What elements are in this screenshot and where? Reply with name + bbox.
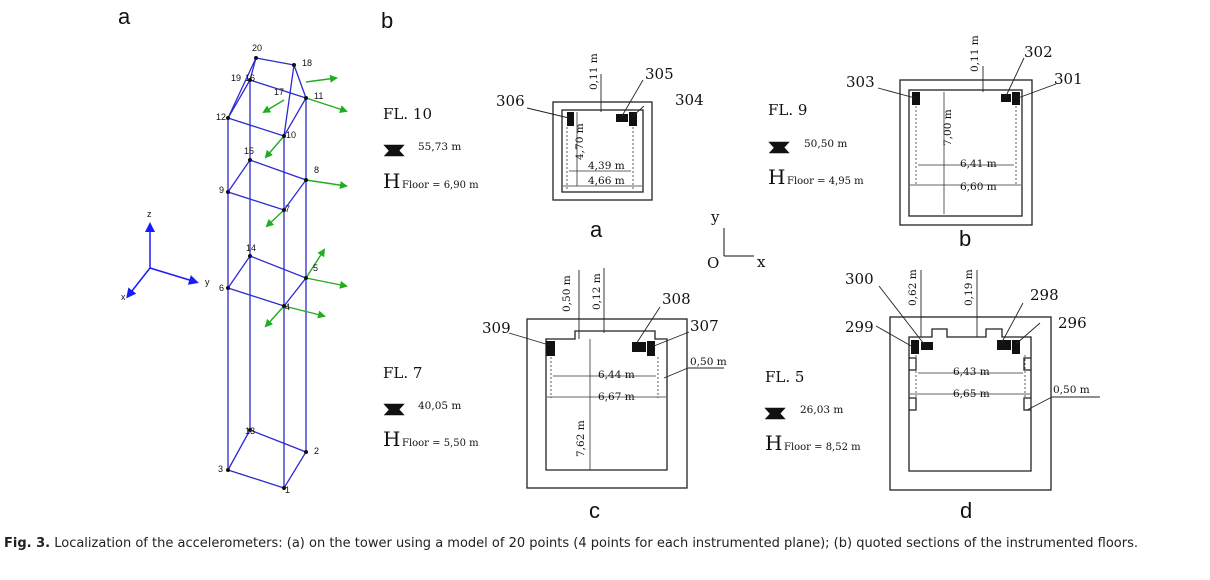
svg-text:6,65 m: 6,65 m xyxy=(953,388,990,400)
svg-text:FL. 7: FL. 7 xyxy=(383,364,422,382)
svg-text:6,43 m: 6,43 m xyxy=(953,366,990,378)
section-letter-d: d xyxy=(960,498,972,523)
svg-text:y: y xyxy=(710,208,720,226)
svg-text:0,19 m: 0,19 m xyxy=(963,269,975,306)
svg-text:7,62 m: 7,62 m xyxy=(575,420,587,457)
svg-text:6,67 m: 6,67 m xyxy=(598,391,635,403)
svg-text:26,03 m: 26,03 m xyxy=(800,404,843,416)
floor-info-fl10: FL. 10 55,73 m H Floor = 6,90 m xyxy=(383,105,479,193)
svg-text:0,50 m: 0,50 m xyxy=(561,275,573,312)
node-label: 7 xyxy=(285,204,290,214)
figure-caption: Fig. 3. Localization of the acceleromete… xyxy=(4,534,1210,553)
svg-text:FL. 9: FL. 9 xyxy=(768,101,807,119)
sensor-label-308: 308 xyxy=(662,290,691,308)
svg-text:0,11 m: 0,11 m xyxy=(588,53,600,90)
svg-text:0,50 m: 0,50 m xyxy=(690,356,727,368)
node-label: 11 xyxy=(314,91,323,101)
svg-text:Floor = 4,95 m: Floor = 4,95 m xyxy=(787,176,864,187)
section-b: 303 302 301 0,11 m 7,00 m 6,41 m 6,60 m … xyxy=(846,35,1083,251)
floor-info-fl9: FL. 9 50,50 m H Floor = 4,95 m xyxy=(768,101,864,189)
node-label: 15 xyxy=(244,146,254,156)
caption-text: Localization of the accelerometers: (a) … xyxy=(50,536,1138,551)
node-label: 2 xyxy=(314,446,319,456)
svg-text:7,00 m: 7,00 m xyxy=(942,109,954,146)
node-label: 9 xyxy=(219,185,224,195)
node-label: 13 xyxy=(245,426,255,436)
svg-text:Floor = 6,90 m: Floor = 6,90 m xyxy=(402,180,479,191)
node-label: 17 xyxy=(274,87,284,97)
axis-label-y: y xyxy=(205,277,210,287)
axis-label-z: z xyxy=(147,209,152,219)
sensor-label-303: 303 xyxy=(846,73,875,91)
svg-text:0,11 m: 0,11 m xyxy=(969,35,981,72)
caption-prefix: Fig. 3. xyxy=(4,536,51,551)
svg-text:4,70 m: 4,70 m xyxy=(574,123,586,160)
svg-text:H: H xyxy=(768,165,785,189)
accelerometer-arrows xyxy=(262,74,348,328)
svg-text:Floor = 5,50 m: Floor = 5,50 m xyxy=(402,438,479,449)
sensor-label-309: 309 xyxy=(482,319,511,337)
node-label: 1 xyxy=(285,485,290,495)
node-label: 16 xyxy=(245,73,255,83)
node-label: 4 xyxy=(285,302,290,312)
node-label: 20 xyxy=(252,43,262,53)
svg-text:H: H xyxy=(383,427,400,451)
node-label: 10 xyxy=(286,130,296,140)
sensor-label-301: 301 xyxy=(1054,70,1083,88)
tower-model: 1 2 3 13 4 5 6 14 7 8 9 15 10 11 12 17 1… xyxy=(121,43,348,495)
svg-text:Floor = 8,52 m: Floor = 8,52 m xyxy=(784,442,861,453)
node-label: 6 xyxy=(219,283,224,293)
section-letter-c: c xyxy=(589,498,600,523)
panel-label-a: a xyxy=(118,4,131,29)
sensor-label-298: 298 xyxy=(1030,286,1059,304)
sensor-label-305: 305 xyxy=(645,65,674,83)
svg-text:50,50 m: 50,50 m xyxy=(804,138,847,150)
orientation-symbol: y O x xyxy=(707,208,766,272)
node-label: 8 xyxy=(314,165,319,175)
svg-text:FL. 5: FL. 5 xyxy=(765,368,804,386)
axis-label-x: x xyxy=(121,292,126,302)
sensor-label-307: 307 xyxy=(690,317,719,335)
svg-text:4,66 m: 4,66 m xyxy=(588,175,625,187)
floor-info-fl7: FL. 7 40,05 m H Floor = 5,50 m xyxy=(383,364,479,451)
sensor-label-306: 306 xyxy=(496,92,525,110)
node-label: 18 xyxy=(302,58,312,68)
section-d: 300 299 298 296 0,62 m 0,19 m 0,50 m 6,4… xyxy=(845,269,1100,523)
svg-text:FL. 10: FL. 10 xyxy=(383,105,432,123)
section-a: 306 305 304 0,11 m 4,70 m 4,39 m 4,66 m … xyxy=(496,53,704,242)
sensor-label-296: 296 xyxy=(1058,314,1087,332)
svg-text:6,41 m: 6,41 m xyxy=(960,158,997,170)
svg-text:H: H xyxy=(383,169,400,193)
section-letter-a: a xyxy=(590,217,603,242)
svg-text:55,73 m: 55,73 m xyxy=(418,141,461,153)
node-label: 5 xyxy=(313,263,318,273)
svg-text:4,39 m: 4,39 m xyxy=(588,160,625,172)
section-c: 309 308 307 0,50 m 0,12 m 0,50 m 6,44 m … xyxy=(482,268,727,523)
svg-text:6,60 m: 6,60 m xyxy=(960,181,997,193)
svg-text:x: x xyxy=(757,253,766,271)
axes-triad: z y x xyxy=(121,209,210,302)
node-label: 19 xyxy=(231,73,241,83)
panel-label-b: b xyxy=(381,8,393,33)
section-letter-b: b xyxy=(959,226,971,251)
svg-text:H: H xyxy=(765,431,782,455)
svg-text:40,05 m: 40,05 m xyxy=(418,400,461,412)
node-label: 3 xyxy=(218,464,223,474)
floor-info-fl5: FL. 5 26,03 m H Floor = 8,52 m xyxy=(764,368,861,455)
sensor-label-304: 304 xyxy=(675,91,704,109)
node-label: 14 xyxy=(246,243,256,253)
svg-text:0,50 m: 0,50 m xyxy=(1053,384,1090,396)
svg-text:0,62 m: 0,62 m xyxy=(907,269,919,306)
node-label: 12 xyxy=(216,112,226,122)
sensor-label-302: 302 xyxy=(1024,43,1053,61)
svg-text:O: O xyxy=(707,254,719,272)
svg-text:6,44 m: 6,44 m xyxy=(598,369,635,381)
sensor-label-300: 300 xyxy=(845,270,874,288)
sensor-label-299: 299 xyxy=(845,318,874,336)
svg-text:0,12 m: 0,12 m xyxy=(591,273,603,310)
